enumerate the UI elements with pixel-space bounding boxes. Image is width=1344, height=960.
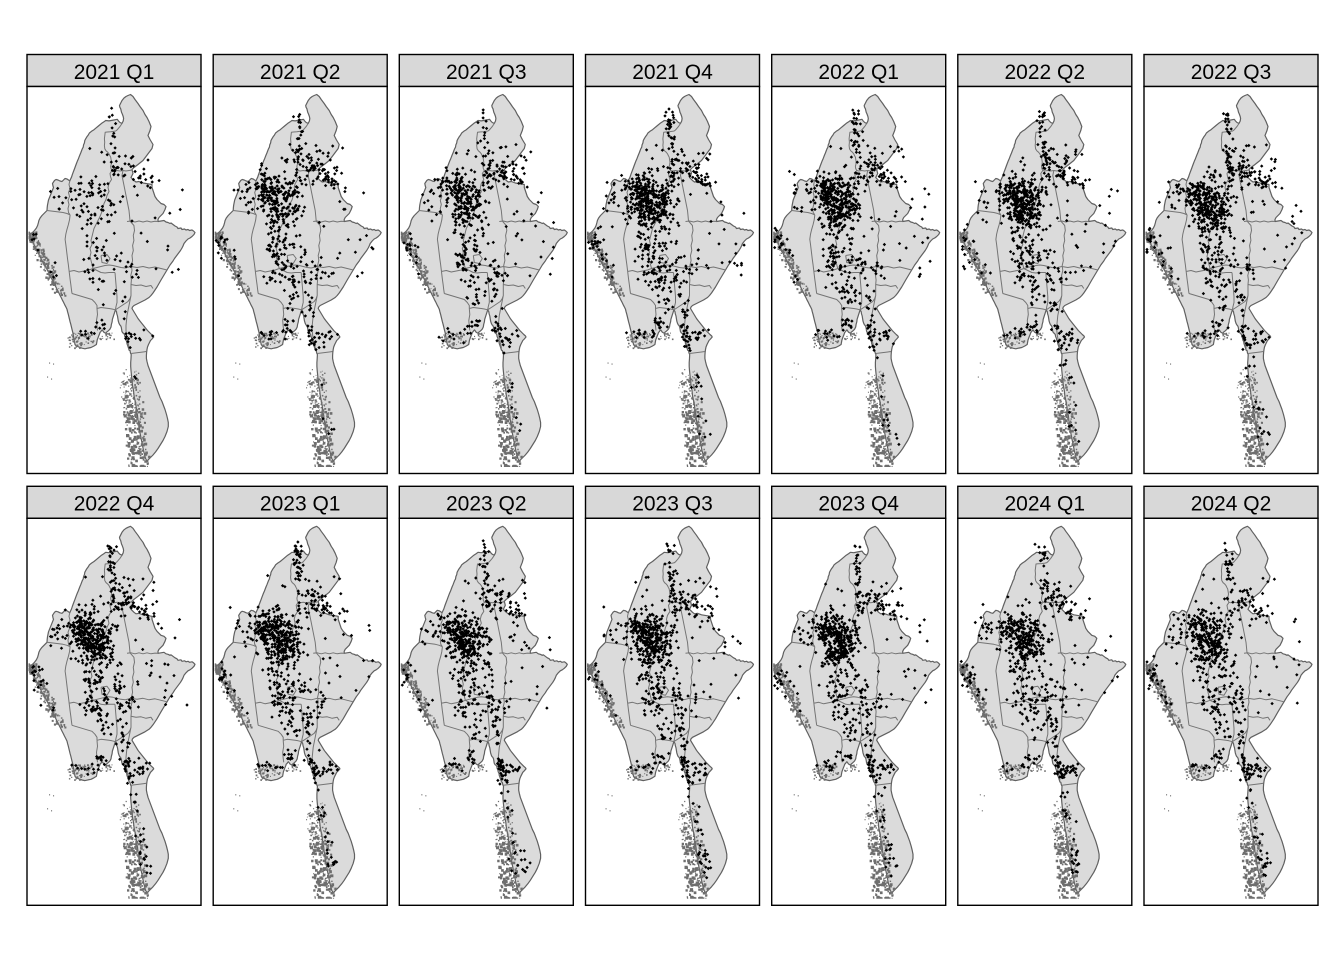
svg-text:2023 Q3: 2023 Q3 bbox=[632, 493, 713, 516]
svg-text:2023 Q2: 2023 Q2 bbox=[446, 493, 527, 516]
svg-text:2022 Q1: 2022 Q1 bbox=[818, 61, 899, 84]
svg-text:2023 Q1: 2023 Q1 bbox=[260, 493, 341, 516]
svg-text:2021 Q4: 2021 Q4 bbox=[632, 61, 713, 84]
svg-text:2023 Q4: 2023 Q4 bbox=[818, 493, 899, 516]
svg-text:2022 Q4: 2022 Q4 bbox=[74, 493, 155, 516]
svg-text:2021 Q1: 2021 Q1 bbox=[74, 61, 155, 84]
svg-text:2021 Q3: 2021 Q3 bbox=[446, 61, 527, 84]
svg-text:2021 Q2: 2021 Q2 bbox=[260, 61, 341, 84]
svg-text:2024 Q2: 2024 Q2 bbox=[1191, 493, 1272, 516]
svg-text:2022 Q3: 2022 Q3 bbox=[1191, 61, 1272, 84]
svg-text:2022 Q2: 2022 Q2 bbox=[1005, 61, 1086, 84]
svg-text:2024 Q1: 2024 Q1 bbox=[1005, 493, 1086, 516]
